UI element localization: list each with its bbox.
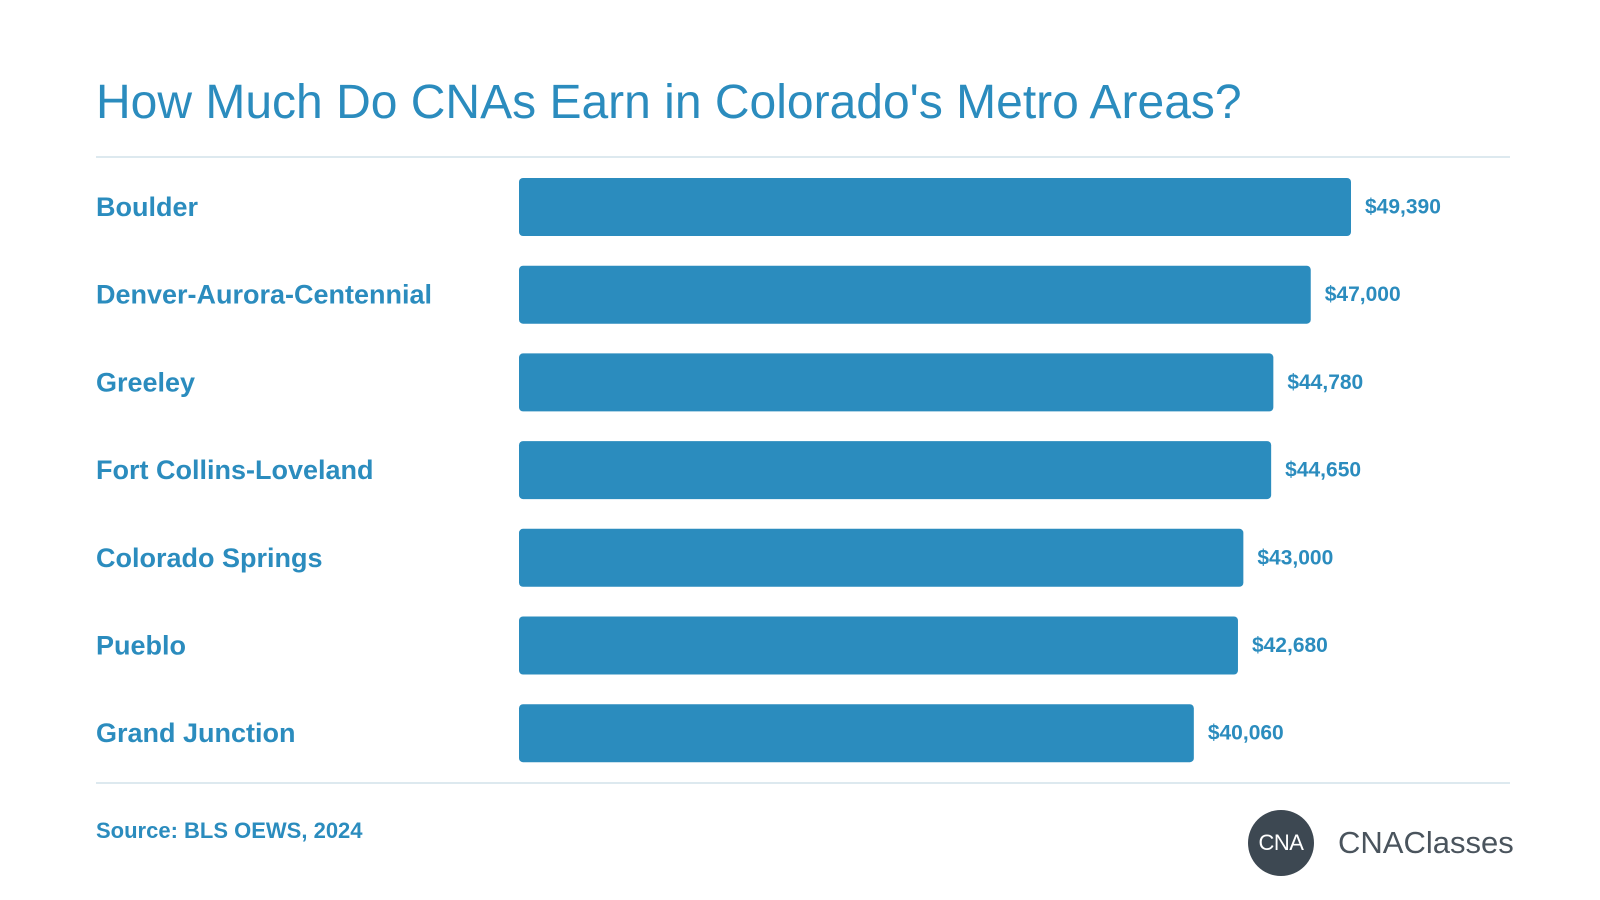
bar (519, 441, 1272, 500)
source-note: Source: BLS OEWS, 2024 (96, 818, 363, 843)
bar (519, 616, 1238, 675)
value-label: $40,060 (1208, 722, 1284, 745)
value-label: $49,390 (1365, 196, 1441, 219)
category-label: Denver-Aurora-Centennial (96, 280, 432, 310)
brand-name: CNAClasses (1338, 825, 1514, 860)
value-label: $44,650 (1285, 459, 1361, 482)
value-label: $44,780 (1287, 371, 1363, 394)
bar (519, 528, 1244, 587)
top-divider (96, 156, 1510, 158)
bar (519, 704, 1194, 763)
value-label: $47,000 (1325, 283, 1401, 306)
category-label: Boulder (96, 192, 198, 222)
bottom-divider (96, 782, 1510, 784)
category-label: Grand Junction (96, 718, 296, 748)
value-label: $42,680 (1252, 634, 1328, 657)
brand-logo: CNA CNAClasses (1248, 810, 1514, 876)
category-label: Fort Collins-Loveland (96, 455, 374, 485)
chart-title: How Much Do CNAs Earn in Colorado's Metr… (96, 76, 1242, 129)
bar (519, 265, 1311, 324)
bar (519, 353, 1274, 412)
value-label: $43,000 (1257, 546, 1333, 569)
category-label: Colorado Springs (96, 543, 323, 573)
brand-badge-icon: CNA (1248, 810, 1314, 876)
category-label: Pueblo (96, 631, 186, 661)
bar (519, 178, 1351, 236)
category-label: Greeley (96, 367, 195, 397)
